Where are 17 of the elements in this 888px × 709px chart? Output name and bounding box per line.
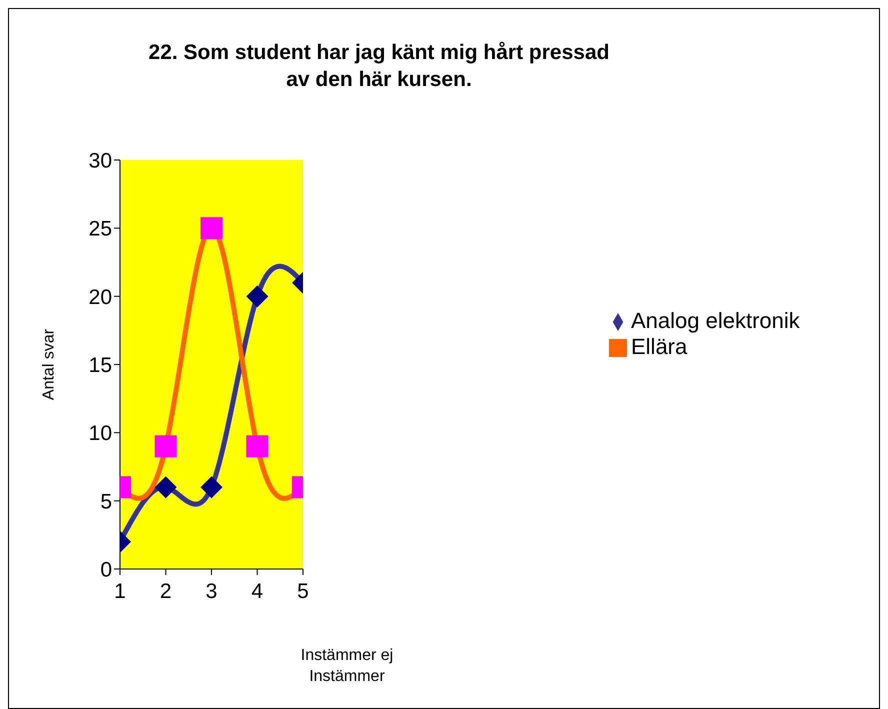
x-tick-label: 2 (160, 580, 172, 603)
legend-label: Analog elektronik (631, 308, 800, 333)
x-tick-label: 4 (251, 580, 264, 603)
x-axis-title: Instämmer ej Instämmer (300, 646, 394, 687)
y-tick-label: 20 (88, 286, 112, 309)
y-axis-title: Antal svar (40, 328, 58, 400)
y-tick-label: 10 (88, 422, 112, 446)
x-tick-label: 5 (297, 580, 309, 603)
y-tick-label: 15 (88, 354, 112, 377)
legend-label: Ellära (631, 334, 688, 359)
text: 22. Som student har jag känt mig hårt pressad av den här kursen. (148, 40, 610, 93)
y-tick-label: 30 (88, 149, 112, 172)
y-tick-label: 5 (100, 490, 112, 514)
y-tick-label: 0 (100, 558, 112, 582)
x-tick-label: 3 (206, 580, 218, 603)
x-tick-label: 1 (114, 580, 126, 603)
y-tick-label: 25 (88, 218, 112, 241)
